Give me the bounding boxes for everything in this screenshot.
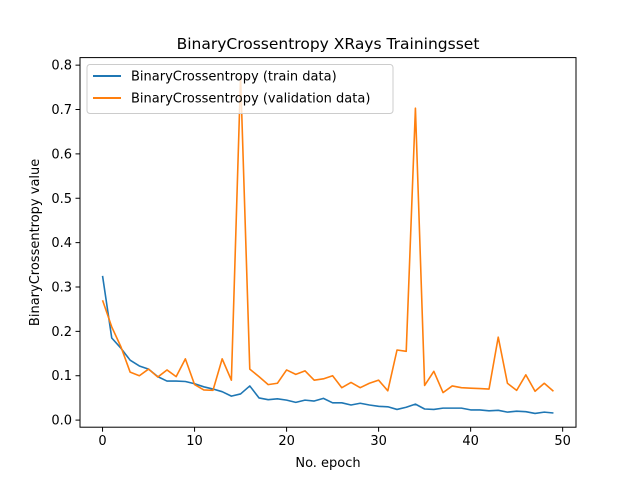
y-tick-label: 0.5 [51,192,72,207]
x-tick-label: 30 [370,434,387,449]
y-axis-label: BinaryCrossentropy value [28,159,43,326]
y-tick-label: 0.0 [51,414,72,429]
y-tick-label: 0.2 [51,325,72,340]
y-tick-label: 0.4 [51,236,72,251]
x-tick-label: 0 [98,434,106,449]
series-line-train [101,275,554,415]
y-tick-label: 0.7 [51,103,72,118]
y-tick-label: 0.8 [51,59,72,74]
x-tick-label: 20 [278,434,295,449]
legend: BinaryCrossentropy (train data) BinaryCr… [86,64,394,114]
chart-title: BinaryCrossentropy XRays Trainingsset [177,35,480,53]
y-tick-label: 0.1 [51,369,72,384]
legend-label-train: BinaryCrossentropy (train data) [131,70,337,85]
y-tick-label: 0.6 [51,147,72,162]
x-tick-label: 10 [186,434,203,449]
y-tick-label: 0.3 [51,280,72,295]
x-axis-label: No. epoch [295,456,360,471]
series-line-validation [101,75,554,394]
x-tick-label: 40 [462,434,479,449]
legend-label-validation: BinaryCrossentropy (validation data) [131,92,370,107]
legend-box [86,64,394,114]
x-tick-label: 50 [554,434,571,449]
